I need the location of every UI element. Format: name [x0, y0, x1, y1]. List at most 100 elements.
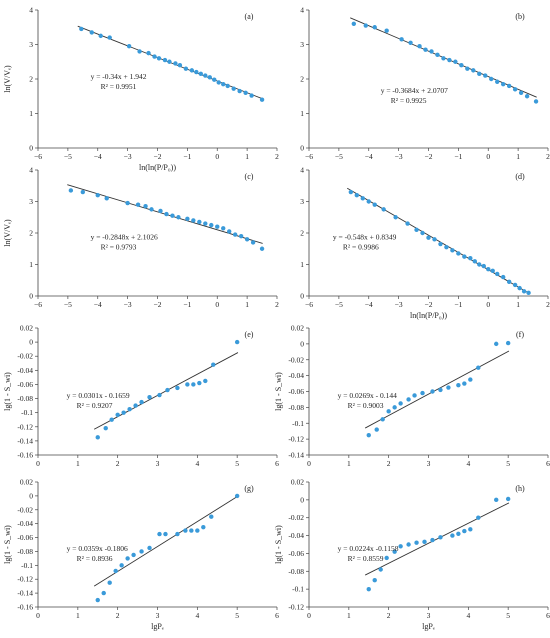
y-tick-label: -0.08: [288, 403, 304, 412]
data-point: [354, 193, 359, 198]
x-tick-label: −2: [425, 152, 433, 161]
y-tick-label: 3: [29, 40, 33, 49]
x-tick-label: −6: [305, 152, 313, 161]
data-point: [101, 590, 106, 596]
data-point: [107, 35, 112, 40]
data-point: [476, 365, 481, 370]
data-point: [185, 382, 190, 387]
data-point: [392, 549, 397, 554]
data-point: [177, 62, 183, 68]
y-tick-label: -0.16: [17, 603, 33, 612]
fit-line: [347, 187, 530, 294]
x-axis-label: ln(ln(P/P₀)): [139, 163, 176, 172]
data-point: [398, 401, 403, 406]
data-point: [366, 432, 371, 438]
data-point: [438, 241, 443, 247]
y-tick-label: 4: [300, 6, 304, 15]
y-tick-label: -0.1: [21, 561, 33, 570]
x-tick-label: 5: [235, 611, 239, 620]
x-axis-label: lgPₑ: [151, 622, 164, 631]
y-tick-label: -0.12: [17, 422, 33, 431]
y-tick-label: -0.02: [17, 505, 33, 514]
data-point: [146, 50, 151, 56]
data-point: [505, 340, 511, 346]
y-tick-label: -0.1: [292, 585, 304, 594]
y-tick-label: 4: [29, 6, 33, 15]
x-tick-label: 6: [546, 459, 550, 468]
data-point: [152, 54, 157, 59]
data-point: [384, 555, 389, 561]
data-point: [438, 535, 443, 540]
data-point: [79, 26, 84, 32]
panel-g: 0 1 2 3 4 5 6 -0.16 -0.14 -0.12 -0.1 -0.08 -0.06 -0.0…: [3, 478, 279, 632]
data-point: [374, 427, 379, 432]
x-tick-label: −1: [183, 300, 191, 309]
x-tick-label: 2: [546, 152, 550, 161]
data-point: [68, 188, 74, 193]
y-tick-label: 2: [29, 75, 33, 84]
y-tick-label: -0.04: [17, 519, 33, 528]
data-point: [465, 66, 470, 71]
data-point: [438, 387, 443, 393]
y-tick-label: -0.12: [288, 435, 304, 444]
data-point: [197, 219, 202, 225]
data-point: [366, 586, 371, 592]
data-point: [453, 59, 458, 64]
data-point: [386, 409, 391, 414]
fit-equation: y = -0.2848x + 2.1026: [91, 232, 158, 241]
x-tick-label: −2: [154, 300, 162, 309]
x-tick-label: 4: [466, 611, 470, 620]
data-point: [249, 93, 254, 98]
data-point: [468, 377, 473, 382]
data-point: [158, 208, 163, 214]
data-point: [156, 56, 162, 61]
x-tick-label: 0: [36, 459, 40, 468]
fit-equation: y = -0.34x + 1.942: [91, 72, 147, 81]
data-point: [173, 61, 178, 66]
data-point: [189, 528, 194, 533]
x-tick-label: 2: [275, 300, 279, 309]
data-point: [468, 256, 473, 261]
data-point: [348, 189, 354, 195]
y-tick-label: 3: [29, 197, 33, 206]
data-point: [429, 49, 434, 54]
data-point: [351, 21, 357, 26]
x-tick-label: −3: [395, 300, 403, 309]
data-point: [506, 279, 512, 285]
x-tick-label: 6: [546, 611, 550, 620]
x-tick-label: 1: [76, 459, 80, 468]
y-tick-label: 1: [300, 260, 304, 269]
data-point: [500, 274, 506, 280]
fit-equation: y = 0.0359x -0.1806: [67, 544, 128, 553]
r-squared: R² = 0.8936: [77, 554, 113, 563]
y-tick-label: -0.06: [288, 387, 304, 396]
x-tick-label: −4: [365, 300, 373, 309]
data-point: [526, 290, 531, 296]
y-tick-label: -0.16: [17, 451, 33, 460]
y-tick-label: 3: [300, 197, 304, 206]
data-point: [408, 40, 413, 45]
data-point: [98, 33, 103, 39]
panel-f: 0 1 2 3 4 5 6 -0.14 -0.12 -0.1 -0.08 -0.06 -0.04 -0.0…: [274, 324, 550, 469]
x-tick-label: −4: [94, 300, 102, 309]
data-point: [456, 531, 461, 536]
data-point: [471, 68, 476, 73]
data-point: [225, 83, 230, 89]
panel-label: (g): [244, 484, 254, 493]
y-axis-label: lg(1 - S_wi): [274, 372, 283, 411]
data-point: [176, 215, 181, 220]
y-tick-label: 0.02: [20, 478, 33, 487]
y-tick-label: 4: [300, 166, 304, 175]
data-point: [495, 79, 500, 84]
data-point: [203, 378, 208, 384]
y-tick-label: -0.12: [288, 603, 304, 612]
x-tick-label: 3: [427, 611, 431, 620]
x-tick-label: 6: [275, 611, 279, 620]
y-tick-label: 3: [300, 40, 304, 49]
data-point: [423, 47, 428, 52]
data-point: [366, 199, 371, 204]
data-point: [360, 196, 365, 201]
data-point: [221, 226, 226, 231]
x-tick-label: 2: [387, 611, 391, 620]
